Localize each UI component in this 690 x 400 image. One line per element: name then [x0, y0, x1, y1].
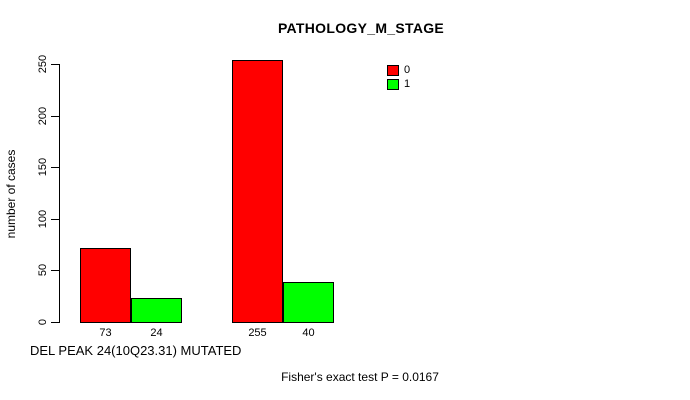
y-tick-mark [51, 322, 59, 323]
legend-entry: 0 [387, 64, 410, 78]
y-tick-mark [51, 116, 59, 117]
legend-swatch-0 [387, 65, 399, 77]
legend-label: 1 [404, 77, 411, 90]
bar-value-label: 73 [99, 327, 112, 339]
bar-value-label: 255 [248, 327, 267, 339]
bar-0-group1 [80, 248, 131, 323]
legend-swatch-1 [387, 78, 399, 90]
legend-entry: 1 [387, 78, 410, 92]
y-tick-mark [51, 219, 59, 220]
y-axis-label: number of cases [4, 149, 18, 239]
y-tick-label: 200 [37, 106, 49, 126]
bar-value-label: 40 [302, 327, 315, 339]
chart-title: PATHOLOGY_M_STAGE [277, 20, 445, 36]
y-tick-label: 250 [37, 54, 49, 74]
footnote-text: Fisher's exact test P = 0.0167 [281, 370, 439, 384]
y-tick-mark [51, 167, 59, 168]
bar-0-group2 [232, 60, 283, 323]
y-tick-label: 100 [37, 209, 49, 229]
y-tick-label: 150 [37, 157, 49, 177]
bar-value-label: 24 [150, 327, 163, 339]
bar-1-group2 [283, 282, 334, 323]
y-tick-mark [51, 64, 59, 65]
legend-label: 0 [404, 64, 411, 77]
x-axis-label: DEL PEAK 24(10Q23.31) MUTATED [30, 343, 242, 358]
y-tick-label: 50 [37, 263, 49, 277]
y-axis-line [59, 64, 60, 323]
bar-1-group1 [131, 298, 182, 323]
y-tick-mark [51, 270, 59, 271]
